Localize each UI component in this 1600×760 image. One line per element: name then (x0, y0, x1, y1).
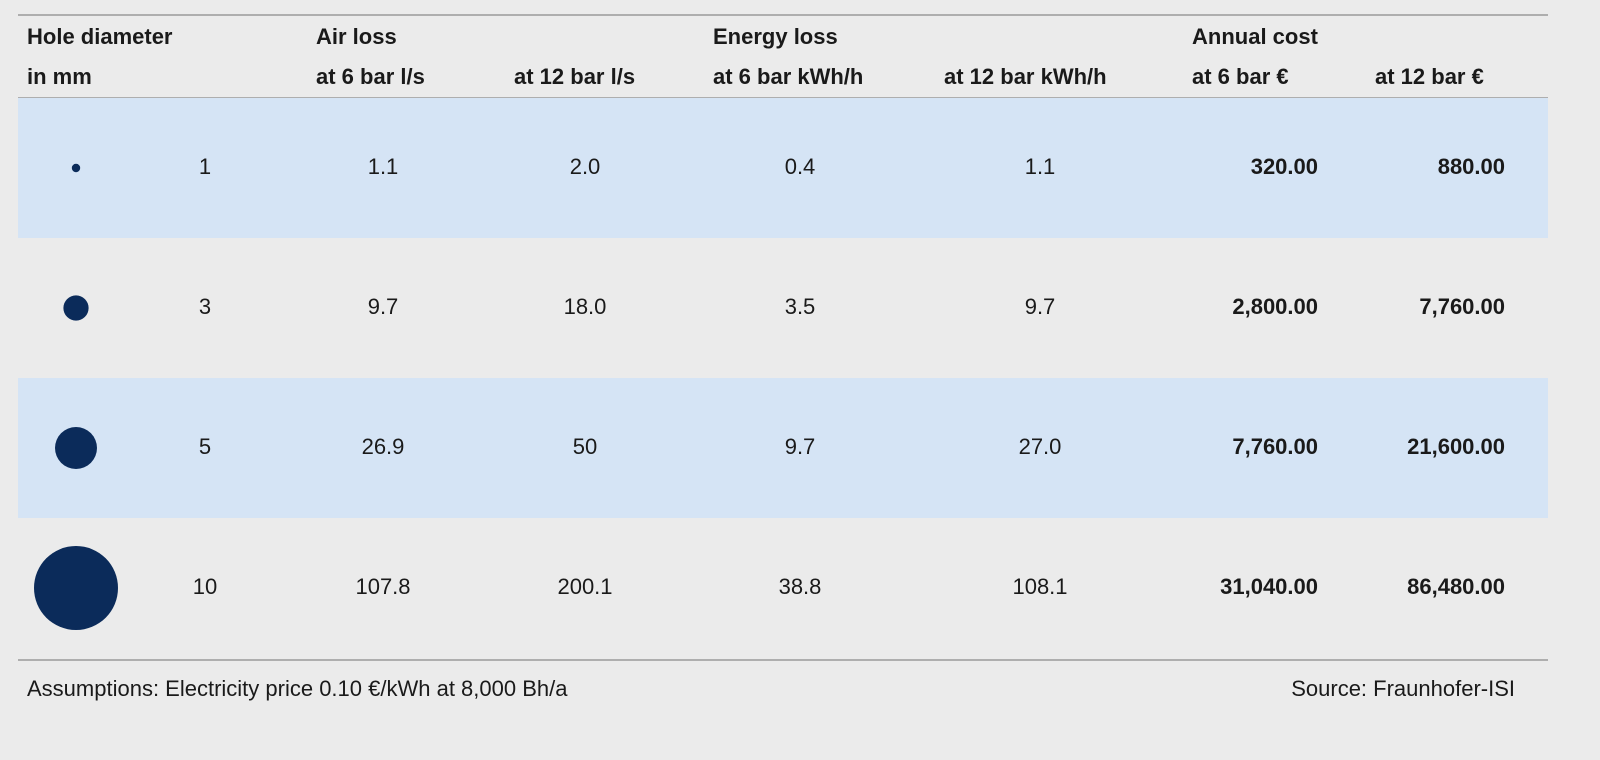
cell: 7,760.00 (1419, 294, 1505, 319)
cell: 3.5 (785, 294, 816, 319)
cell: 9.7 (368, 294, 399, 319)
hole-circle (34, 546, 118, 630)
header-column: at 6 bar € (1192, 64, 1289, 89)
cell: 31,040.00 (1220, 574, 1318, 599)
cell: 880.00 (1438, 154, 1505, 179)
header-group: Annual cost (1192, 24, 1319, 49)
cell: 50 (573, 434, 597, 459)
row-band (18, 378, 1548, 518)
header-column: at 12 bar l/s (514, 64, 635, 89)
cell: 1 (199, 154, 211, 179)
cell: 2,800.00 (1232, 294, 1318, 319)
cell: 9.7 (785, 434, 816, 459)
cell: 1.1 (368, 154, 399, 179)
cell: 3 (199, 294, 211, 319)
cell: 18.0 (564, 294, 607, 319)
footer-note: Assumptions: Electricity price 0.10 €/kW… (27, 676, 568, 701)
cell: 1.1 (1025, 154, 1056, 179)
cell: 2.0 (570, 154, 601, 179)
cell: 21,600.00 (1407, 434, 1505, 459)
header-column: at 12 bar kWh/h (944, 64, 1107, 89)
header-group: Air loss (316, 24, 397, 49)
hole-circle (71, 163, 81, 173)
cell: 38.8 (779, 574, 822, 599)
cell: 9.7 (1025, 294, 1056, 319)
hole-circle (55, 427, 97, 469)
cell: 107.8 (355, 574, 410, 599)
footer-source: Source: Fraunhofer-ISI (1291, 676, 1515, 701)
cell: 26.9 (362, 434, 405, 459)
cell: 5 (199, 434, 211, 459)
cell: 320.00 (1251, 154, 1318, 179)
rows: 1 1.1 2.0 0.4 1.1 320.00 880.00 3 9.7 18.0 3.5 9.7 2… (18, 98, 1548, 630)
cell: 86,480.00 (1407, 574, 1505, 599)
cell: 10 (193, 574, 217, 599)
header-column: at 6 bar l/s (316, 64, 425, 89)
header-column: at 12 bar € (1375, 64, 1484, 89)
cell: 27.0 (1019, 434, 1062, 459)
header-column: at 6 bar kWh/h (713, 64, 863, 89)
row-band (18, 98, 1548, 238)
cell: 108.1 (1012, 574, 1067, 599)
header-column: in mm (27, 64, 92, 89)
cell: 200.1 (557, 574, 612, 599)
cell: 0.4 (785, 154, 816, 179)
hole-circle (63, 295, 89, 321)
header-group: Energy loss (713, 24, 838, 49)
header-group: Hole diameter (27, 24, 173, 49)
cell: 7,760.00 (1232, 434, 1318, 459)
